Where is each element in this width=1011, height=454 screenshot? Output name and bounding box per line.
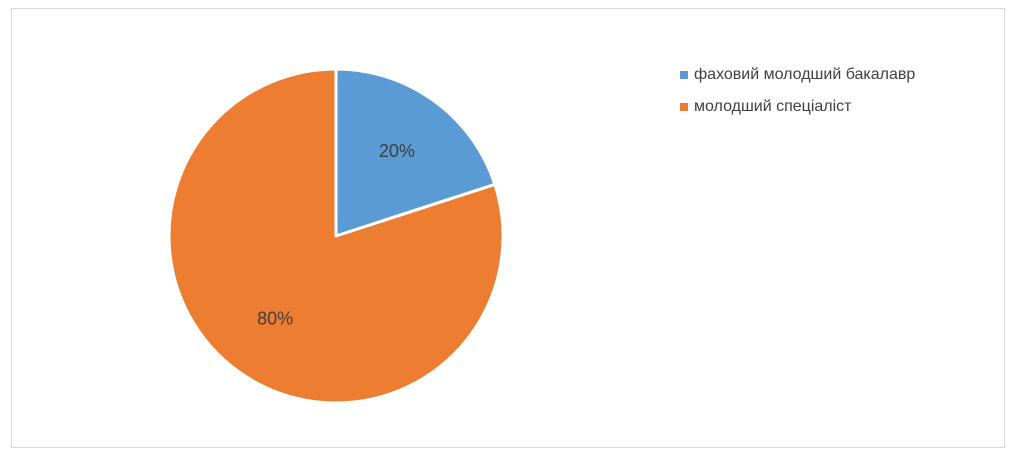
chart-legend: фаховий молодший бакалавр молодший спеці… <box>680 64 915 128</box>
legend-item-1: молодший спеціаліст <box>680 96 915 118</box>
pie-slice-0 <box>334 67 497 238</box>
data-label-1: 80% <box>257 309 293 329</box>
legend-swatch-1 <box>680 103 688 111</box>
legend-item-0: фаховий молодший бакалавр <box>680 64 915 86</box>
pie-slice-1 <box>167 67 505 405</box>
legend-swatch-0 <box>680 71 688 79</box>
legend-label-1: молодший спеціаліст <box>694 98 852 115</box>
legend-label-0: фаховий молодший бакалавр <box>694 66 916 83</box>
data-label-0: 20% <box>379 141 415 161</box>
